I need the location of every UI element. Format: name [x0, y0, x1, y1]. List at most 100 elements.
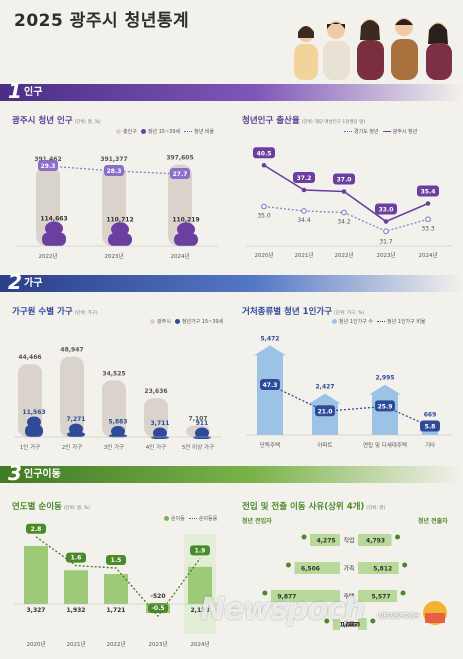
birth-gwangju-point: [341, 189, 347, 194]
reason-out-bar: [358, 562, 399, 574]
birth-gwangju-label: 33.0: [379, 207, 394, 214]
birth-gwangju-point: [261, 162, 267, 168]
migration-net-bar: [104, 573, 128, 604]
migration-category-label: 2020년: [26, 640, 45, 648]
pop-ratio-box: [38, 160, 58, 171]
household-category-label: 5인 이상 가구: [182, 443, 214, 451]
section-2-number: 2: [8, 270, 22, 294]
household-total-label: 23,636: [144, 388, 167, 395]
migration-net-label: 1,721: [107, 607, 126, 614]
dwelling-ratio-box: [315, 405, 335, 417]
dwelling-bar: [422, 430, 438, 435]
reason-in-label: 6,506: [301, 566, 320, 573]
birth-chart-title-text: 청년인구 출산율: [242, 116, 300, 126]
birth-gyeonggi-point: [261, 203, 267, 210]
pop-ratio-label: 28.3: [107, 168, 122, 175]
pop-ratio-box: [170, 168, 190, 179]
migration-category-label: 2022년: [106, 640, 125, 648]
household-chart-legend: 광주시 청년가구 15~39세: [146, 318, 223, 325]
household-chart-title-text: 가구원 수별 가구: [12, 307, 73, 317]
pop-youth-head: [177, 222, 195, 237]
household-total-bar: [144, 398, 168, 437]
pop-youth-label: 110,712: [106, 216, 133, 223]
reason-in-person-icon: [285, 562, 291, 568]
reason-out-person-icon: [395, 534, 401, 540]
migration-chart-title: 연도별 순이동 (단위: 명, %): [12, 500, 90, 512]
reason-in-label: 4,275: [317, 538, 336, 545]
pop-ratio-label: 27.7: [173, 171, 188, 178]
section-1-header: 1 인구: [0, 79, 463, 103]
reason-out-bar: [358, 534, 392, 546]
dwelling-count-label: 5,472: [261, 335, 280, 342]
pop-category-label: 2022년: [38, 252, 57, 260]
reason-out-label: 5,577: [372, 594, 391, 601]
migration-rate-label: 1.5: [111, 557, 122, 564]
household-youth-label: 5,883: [109, 418, 128, 425]
birth-gwangju-box: [333, 173, 355, 185]
dwelling-count-label: 669: [424, 411, 437, 418]
watermark-sub: NEWSPOCH: [378, 612, 419, 620]
migration-rate-label: 1.6: [71, 555, 82, 562]
household-youth-bar: [193, 436, 211, 439]
household-youth-head: [27, 416, 41, 428]
household-category-label: 2인 가구: [62, 443, 82, 451]
dwelling-ratio-box: [420, 420, 440, 432]
pop-legend-youth: 청년 15~39세: [147, 129, 181, 135]
dwelling-ratio-label: 25.9: [378, 403, 393, 410]
household-legend-youth: 청년가구 15~39세: [181, 319, 224, 325]
household-youth-head: [69, 423, 83, 435]
household-total-label: 7,107: [189, 415, 208, 422]
pop-youth-bar: [174, 233, 198, 246]
migration-net-bar: [64, 570, 88, 604]
migration-net-bar: [188, 566, 212, 604]
reason-in-person-icon: [262, 590, 268, 596]
reason-chart-title-text: 전입 및 전출 이동 사유(상위 4개): [242, 502, 365, 512]
household-category-label: 1인 가구: [20, 443, 40, 451]
migration-category-label: 2024년: [190, 640, 209, 648]
household-youth-bar: [67, 432, 85, 437]
dwelling-ratio-box: [260, 379, 280, 390]
dwelling-roof: [254, 345, 286, 356]
migration-net-label: -520: [150, 593, 165, 600]
pop-ratio-box: [104, 165, 124, 176]
birth-category-label: 2021년: [294, 251, 313, 259]
dwelling-count-label: 2,995: [376, 375, 395, 382]
migration-net-label: 3,327: [27, 607, 46, 614]
birth-chart-title: 청년인구 출산율 (단위: 해당 여성인구 1천명당 명): [242, 114, 365, 126]
birth-gwangju-box: [253, 147, 275, 159]
household-legend-total: 광주시: [157, 319, 171, 325]
pop-legend-ratio: 청년 비율: [194, 129, 215, 135]
pop-total-label: 391,462: [34, 156, 61, 163]
pop-total-label: 397,605: [166, 154, 193, 161]
migration-rate-label: -0.5: [151, 605, 164, 612]
pop-chart-legend: 총인구 청년 15~39세 청년 비율: [112, 128, 214, 135]
migration-category-label: 2023년: [148, 640, 167, 648]
reason-in-label: 청년 전입자: [242, 518, 272, 525]
pop-youth-head: [45, 221, 63, 236]
migration-net-label: 2,133: [191, 607, 210, 614]
migration-rate-box: [66, 552, 86, 563]
household-total-label: 44,466: [18, 354, 41, 361]
reason-category-label: 주택: [343, 594, 354, 601]
pop-legend-total: 총인구: [123, 129, 137, 135]
dwelling-ratio-label: 5.8: [425, 424, 436, 431]
dwelling-roof: [309, 393, 341, 404]
household-chart: 44,466 11,563 1인 가구 48,947 7,271 2인 가구 34,525 5…: [14, 347, 222, 451]
pop-chart: 391,462 114,663 2022년 391,377 110,712 2023년 39…: [16, 154, 218, 260]
section-3-header: 3 인구이동: [0, 463, 463, 483]
pop-total-label: 391,377: [100, 156, 127, 163]
reason-chart: 4,275 4,793 직업 6,506 5,812 가족 9,877 5,577 주택 1,02…: [262, 534, 408, 630]
reason-chart-unit: (단위: 명): [366, 506, 386, 511]
dwelling-category-label: 아파트: [317, 441, 332, 449]
person-5: [426, 22, 452, 80]
birth-gwangju-label: 37.2: [297, 175, 312, 182]
dwelling-category-label: 단독주택: [260, 441, 280, 449]
dwelling-ratio-label: 47.3: [263, 382, 278, 389]
dwelling-chart-legend: 청년 1인가구 수 청년 1인가구 비율: [328, 318, 426, 325]
birth-gyeonggi-point: [425, 216, 431, 223]
section-1-number: 1: [8, 79, 22, 103]
dwelling-roof: [369, 384, 401, 395]
migration-rate-box: [190, 545, 210, 556]
household-category-label: 3인 가구: [104, 443, 124, 451]
birth-gwangju-box: [293, 172, 315, 183]
